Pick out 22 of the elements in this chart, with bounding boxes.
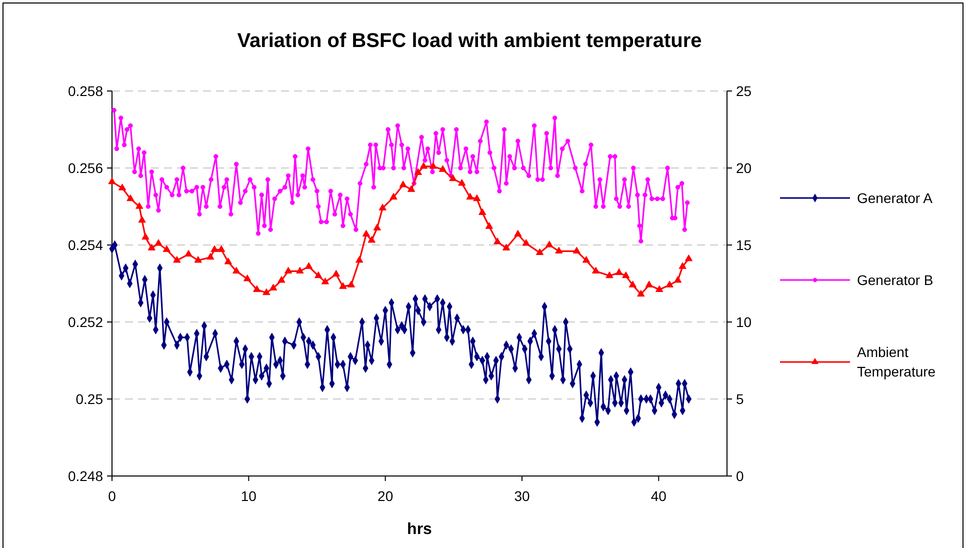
y-tick-label: 0.248 — [68, 468, 104, 484]
x-tick-label: 30 — [514, 488, 530, 504]
x-tick-label: 40 — [650, 488, 667, 504]
x-axis-title: hrs — [407, 521, 432, 538]
y-tick-label: 0.256 — [68, 160, 104, 176]
y2-tick-label: 0 — [736, 468, 744, 484]
y-tick-label: 0.254 — [68, 236, 104, 253]
x-tick-label: 0 — [108, 488, 116, 504]
y2-tick-label: 5 — [736, 390, 744, 407]
x-tick-label: 10 — [240, 488, 257, 504]
y2-tick-label: 15 — [736, 236, 752, 253]
chart-title: Variation of BSFC load with ambient temperature — [237, 30, 702, 52]
legend-label: Ambient Temperature — [857, 344, 936, 380]
y-tick-label: 0.25 — [76, 390, 104, 407]
x-tick-label: 20 — [378, 488, 394, 504]
legend-label: Generator A — [857, 190, 934, 206]
y-tick-label: 0.252 — [68, 314, 104, 330]
legend-label: Generator B — [857, 272, 934, 288]
y-tick-label: 0.258 — [68, 82, 104, 99]
y2-tick-label: 20 — [736, 160, 752, 176]
y2-tick-label: 25 — [736, 82, 752, 99]
y2-tick-label: 10 — [736, 314, 752, 330]
